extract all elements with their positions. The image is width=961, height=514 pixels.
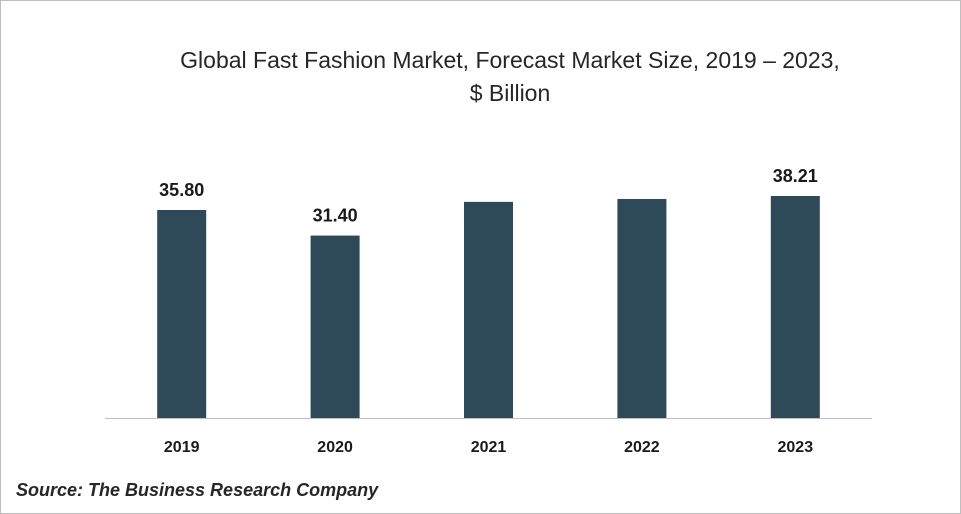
source-note: Source: The Business Research Company — [16, 480, 379, 500]
bar-2021 — [464, 201, 513, 418]
x-tick-label-2022: 2022 — [624, 439, 660, 456]
data-label-2020: 31.40 — [313, 206, 358, 226]
chart-subtitle: $ Billion — [469, 80, 551, 106]
x-tick-label-2021: 2021 — [471, 439, 507, 456]
bar-2023 — [770, 195, 820, 418]
bar-2019 — [157, 210, 207, 418]
bar-2022 — [617, 198, 667, 418]
data-label-2023: 38.21 — [773, 166, 818, 186]
chart-title-line: Global Fast Fashion Market, Forecast Mar… — [180, 47, 840, 73]
x-tick-label-2020: 2020 — [317, 439, 353, 456]
chart-title: Global Fast Fashion Market, Forecast Mar… — [60, 44, 960, 110]
x-tick-label-2023: 2023 — [778, 439, 814, 456]
x-tick-label-2019: 2019 — [164, 439, 200, 456]
bar-2020 — [310, 235, 360, 418]
data-label-2019: 35.80 — [159, 180, 204, 200]
